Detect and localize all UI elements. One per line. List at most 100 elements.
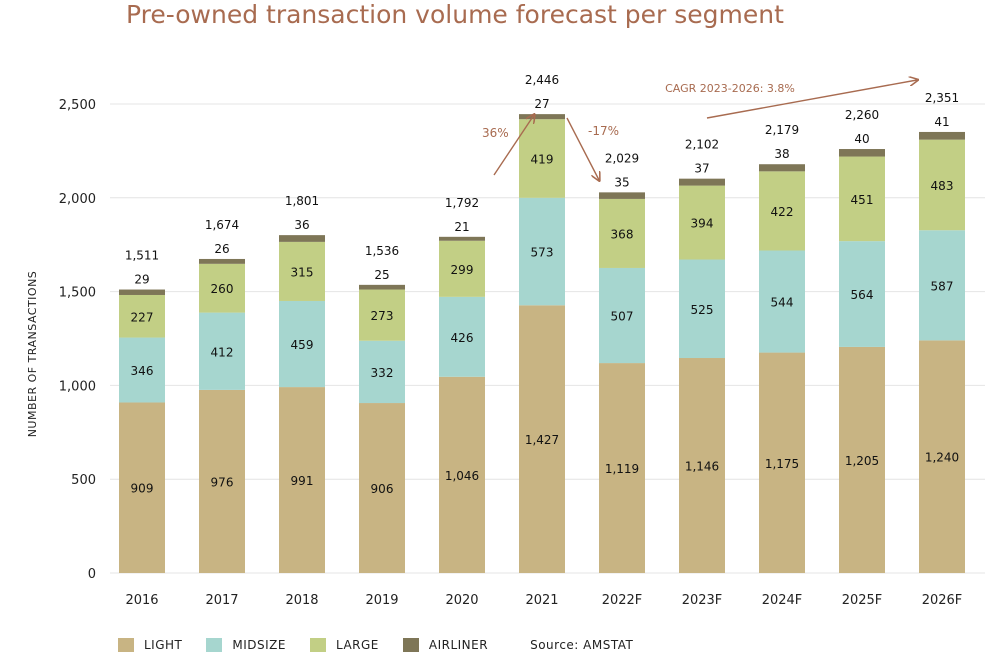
x-tick-label: 2026F xyxy=(922,593,963,608)
bar-large xyxy=(759,171,805,251)
bar-light xyxy=(759,352,805,573)
bar-label-large: 451 xyxy=(851,193,874,207)
total-label: 2,446 xyxy=(525,73,559,87)
bar-midsize xyxy=(519,197,565,306)
x-tick-label: 2018 xyxy=(285,593,318,608)
bar-light xyxy=(439,376,485,573)
x-tick-label: 2020 xyxy=(445,593,478,608)
decline-annotation: -17% xyxy=(588,124,619,138)
total-label: 2,102 xyxy=(685,138,719,152)
bar-light xyxy=(119,402,165,573)
total-label: 1,674 xyxy=(205,218,239,232)
legend-item-airliner: AIRLINER xyxy=(402,638,489,652)
y-tick-label: 500 xyxy=(71,473,96,488)
bar-light xyxy=(919,340,965,573)
y-tick-label: 2,000 xyxy=(59,192,96,207)
x-tick-label: 2019 xyxy=(365,593,398,608)
x-tick-label: 2017 xyxy=(205,593,238,608)
cagr-annotation: CAGR 2023-2026: 3.8% xyxy=(665,82,795,95)
bar-label-airliner: 41 xyxy=(934,115,949,129)
source-note: Source: AMSTAT xyxy=(530,638,634,652)
bar-label-light: 1,175 xyxy=(765,457,799,471)
bar-airliner xyxy=(599,192,645,199)
bar-airliner xyxy=(119,289,165,295)
bar-label-airliner: 26 xyxy=(214,242,229,256)
bar-midsize xyxy=(759,250,805,353)
legend-swatch-airliner xyxy=(402,638,419,652)
bar-light xyxy=(599,363,645,573)
growth-annotation: 36% xyxy=(482,126,509,140)
bar-label-midsize: 412 xyxy=(211,345,234,359)
total-label: 1,801 xyxy=(285,194,319,208)
bar-label-midsize: 426 xyxy=(451,331,474,345)
bar-midsize xyxy=(439,296,485,377)
bar-label-midsize: 459 xyxy=(291,338,314,352)
bar-label-light: 1,427 xyxy=(525,433,559,447)
bar-label-airliner: 40 xyxy=(854,132,869,146)
total-label: 2,029 xyxy=(605,151,639,165)
bar-label-large: 299 xyxy=(451,263,474,277)
bar-light xyxy=(839,346,885,573)
bar-label-midsize: 587 xyxy=(931,279,954,293)
legend-label-airliner: AIRLINER xyxy=(428,638,489,652)
bar-label-airliner: 35 xyxy=(614,175,629,189)
legend-item-large: LARGE xyxy=(309,638,379,652)
bar-large xyxy=(439,240,485,297)
bar-airliner xyxy=(439,236,485,241)
y-tick-label: 1,500 xyxy=(59,286,96,301)
total-label: 2,260 xyxy=(845,108,879,122)
x-tick-label: 2023F xyxy=(682,593,723,608)
bar-label-airliner: 36 xyxy=(294,218,309,232)
bar-label-large: 483 xyxy=(931,179,954,193)
bar-midsize xyxy=(599,267,645,364)
bar-label-midsize: 507 xyxy=(611,310,634,324)
bar-label-light: 909 xyxy=(131,482,154,496)
legend-item-light: LIGHT xyxy=(118,638,182,652)
x-tick-label: 2016 xyxy=(125,593,158,608)
bar-airliner xyxy=(519,114,565,120)
bar-airliner xyxy=(359,284,405,290)
bar-label-large: 368 xyxy=(611,227,634,241)
legend-label-midsize: MIDSIZE xyxy=(232,638,286,652)
bar-label-airliner: 27 xyxy=(534,97,549,111)
bar-label-airliner: 38 xyxy=(774,147,789,161)
bar-light xyxy=(199,389,245,573)
total-label: 1,536 xyxy=(365,244,399,258)
bar-large xyxy=(599,198,645,268)
bar-airliner xyxy=(919,131,965,140)
growth-arrow xyxy=(493,115,534,176)
bar-label-light: 1,119 xyxy=(605,462,639,476)
bar-label-airliner: 37 xyxy=(694,162,709,176)
bar-label-light: 1,046 xyxy=(445,469,479,483)
x-tick-label: 2024F xyxy=(762,593,803,608)
bar-large xyxy=(119,294,165,338)
bar-label-large: 394 xyxy=(691,217,714,231)
bar-label-airliner: 21 xyxy=(454,220,469,234)
bar-label-midsize: 346 xyxy=(131,364,154,378)
bar-large xyxy=(199,263,245,313)
bar-airliner xyxy=(759,164,805,172)
bar-airliner xyxy=(679,178,725,186)
y-axis-label: NUMBER OF TRANSACTIONS xyxy=(26,271,39,438)
bar-label-light: 991 xyxy=(291,474,314,488)
bar-airliner xyxy=(199,258,245,264)
bar-midsize xyxy=(839,241,885,347)
cagr-arrow xyxy=(706,80,917,119)
bar-airliner xyxy=(839,149,885,157)
bar-large xyxy=(919,139,965,231)
bar-large xyxy=(679,185,725,260)
bar-midsize xyxy=(119,337,165,403)
bar-airliner xyxy=(279,235,325,242)
bar-label-large: 315 xyxy=(291,265,314,279)
bar-label-light: 1,205 xyxy=(845,454,879,468)
legend-label-light: LIGHT xyxy=(144,638,183,652)
bar-large xyxy=(839,156,885,242)
bar-label-midsize: 564 xyxy=(851,288,874,302)
legend-swatch-large xyxy=(309,638,326,652)
bar-midsize xyxy=(679,259,725,359)
total-label: 2,179 xyxy=(765,123,799,137)
bar-label-large: 227 xyxy=(131,310,154,324)
legend-swatch-light xyxy=(118,638,134,652)
total-label: 2,351 xyxy=(925,91,959,105)
